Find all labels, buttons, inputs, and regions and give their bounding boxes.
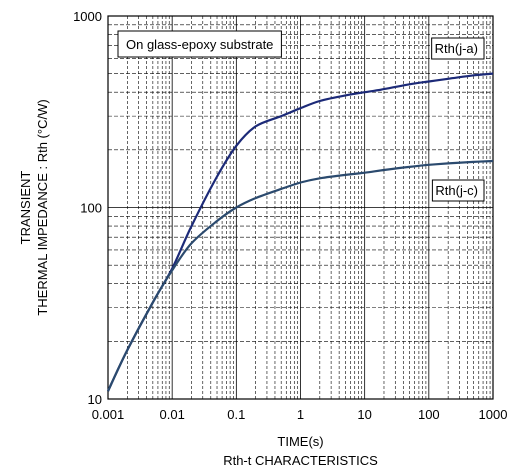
x-tick-label: 100 <box>418 407 440 422</box>
x-tick-labels: 0.001 0.01 0.1 1 10 100 1000 <box>92 407 508 422</box>
annotation-box: On glass-epoxy substrate <box>117 30 282 58</box>
y-tick-label: 10 <box>88 392 102 407</box>
series-label-ja-text: Rth(j-a) <box>435 41 478 56</box>
series-label-ja: Rth(j-a) <box>431 37 485 60</box>
x-tick-label: 0.1 <box>227 407 245 422</box>
series-line-1 <box>107 159 494 392</box>
series-label-jc: Rth(j-c) <box>431 179 485 202</box>
series-label-jc-text: Rth(j-c) <box>435 183 478 198</box>
series-label-jc-frame <box>431 179 485 202</box>
annotation-text: On glass-epoxy substrate <box>126 37 273 52</box>
y-tick-label: 100 <box>80 201 102 216</box>
y-tick-label: 1000 <box>73 9 102 24</box>
y-axis-label-line1: TRANSIENT <box>18 171 33 245</box>
x-tick-label: 1000 <box>479 407 508 422</box>
x-axis-label: TIME(s) <box>277 434 323 449</box>
x-tick-label: 10 <box>357 407 371 422</box>
x-tick-label: 1 <box>297 407 304 422</box>
y-tick-labels: 10 100 1000 <box>73 9 102 407</box>
grid-lines <box>108 16 493 399</box>
x-tick-label: 0.01 <box>160 407 185 422</box>
annotation-frame <box>117 30 282 58</box>
series-layer <box>107 72 494 392</box>
y-axis-label-line2: THERMAL IMPEDANCE : Rth (°C/W) <box>35 99 50 315</box>
series-label-ja-frame <box>431 37 485 60</box>
x-tick-label: 0.001 <box>92 407 125 422</box>
chart-caption: Rth-t CHARACTERISTICS <box>223 453 378 468</box>
plot-frame <box>107 15 494 400</box>
